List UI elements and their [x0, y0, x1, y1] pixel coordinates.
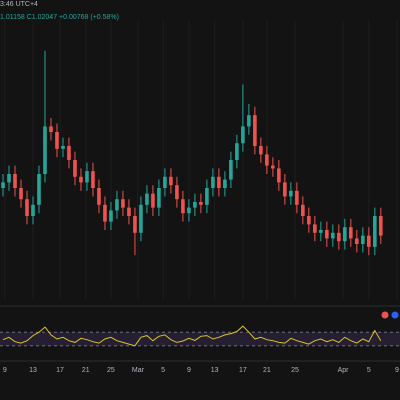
candle-body [313, 224, 317, 233]
candle-body [277, 168, 281, 183]
candle-body [19, 188, 23, 200]
candle-body [121, 199, 125, 208]
candle-body [43, 126, 47, 174]
x-tick-label: Mar [132, 367, 145, 374]
candle-body [373, 216, 377, 247]
candle-body [97, 188, 101, 205]
x-tick-label: Apr [338, 367, 350, 374]
candle-body [37, 174, 41, 205]
candle-body [139, 204, 143, 233]
candle-body [25, 199, 29, 216]
candle-body [307, 216, 311, 225]
candle-body [235, 143, 239, 160]
candle-body [217, 176, 221, 188]
candle-body [283, 182, 287, 197]
candle-body [265, 154, 269, 166]
candle-body [157, 188, 161, 208]
candle-body [49, 126, 53, 132]
x-tick-label: 9 [395, 367, 399, 374]
indicator-line [2, 325, 382, 347]
candle-body [7, 174, 11, 183]
candle-body [379, 216, 383, 236]
x-tick-label: 5 [161, 367, 165, 374]
candle-body [295, 190, 299, 205]
candle-body [211, 176, 215, 188]
candle-body [367, 235, 371, 247]
x-tick-label: 21 [82, 367, 90, 374]
candle-body [331, 232, 335, 239]
candle-body [175, 185, 179, 200]
candle-body [355, 238, 359, 244]
x-tick-label: 13 [29, 367, 37, 374]
candle-body [151, 193, 155, 208]
indicator-band [0, 332, 400, 346]
candle-body [13, 174, 17, 188]
candle-body [241, 126, 245, 144]
candle-body [271, 165, 275, 169]
x-tick-label: 17 [56, 367, 64, 374]
candle-body [61, 146, 65, 149]
candle-body [193, 202, 197, 208]
candle-body [109, 210, 113, 222]
candle-body [223, 179, 227, 188]
x-tick-label: 9 [3, 367, 7, 374]
candle-body [205, 188, 209, 205]
candle-body [169, 176, 173, 186]
x-tick-label: 5 [367, 367, 371, 374]
candle-body [361, 235, 365, 244]
candle-body [103, 204, 107, 222]
candle-body [79, 176, 83, 183]
candle-body [289, 190, 293, 197]
candle-body [259, 146, 263, 155]
candle-body [55, 132, 59, 149]
candle-body [1, 182, 5, 188]
candle-body [337, 232, 341, 242]
candle-body [319, 230, 323, 233]
x-tick-label: 25 [291, 367, 299, 374]
x-tick-label: 17 [239, 367, 247, 374]
candle-body [163, 176, 167, 188]
header-ohlc: 1.01158 C1.02047 +0.00768 (+0.58%) [0, 14, 119, 21]
candle-body [127, 207, 131, 216]
marker[interactable] [391, 311, 399, 319]
candle-body [115, 199, 119, 211]
x-tick-label: 21 [263, 367, 271, 374]
x-tick-label: 25 [107, 367, 115, 374]
candle-body [91, 171, 95, 188]
candle-body [31, 204, 35, 216]
x-tick-label: 13 [211, 367, 219, 374]
x-tick-label: 9 [187, 367, 191, 374]
candle-body [229, 160, 233, 180]
header-time: 3:46 UTC+4 [0, 1, 38, 8]
candle-body [301, 204, 305, 216]
candle-body [247, 115, 251, 127]
candle-body [67, 146, 71, 160]
candle-body [133, 216, 137, 233]
candle-body [343, 227, 347, 242]
candle-body [145, 193, 149, 205]
candle-body [85, 171, 89, 183]
candle-body [325, 230, 329, 239]
candle-body [73, 160, 77, 177]
candle-body [187, 207, 191, 214]
marker[interactable] [381, 311, 389, 319]
candle-body [253, 115, 257, 146]
candle-body [181, 199, 185, 214]
candle-body [349, 227, 353, 239]
candle-body [199, 202, 203, 205]
